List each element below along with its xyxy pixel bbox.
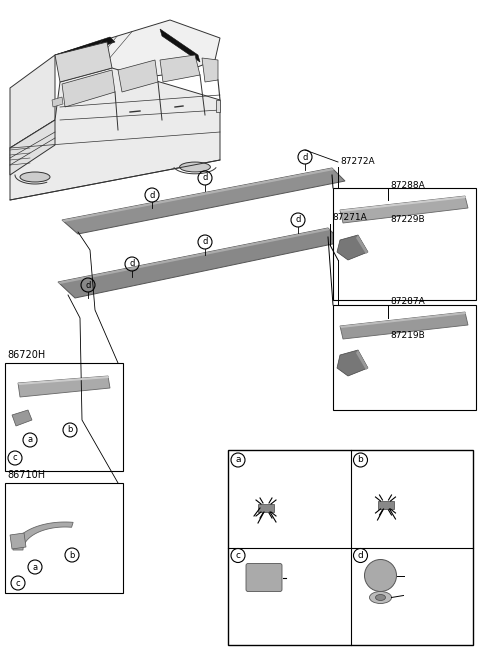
Text: 87219B: 87219B [390, 331, 425, 340]
Text: c: c [12, 453, 17, 462]
Polygon shape [340, 196, 466, 212]
Polygon shape [62, 70, 115, 107]
FancyBboxPatch shape [333, 188, 476, 300]
Polygon shape [58, 228, 342, 298]
Text: a: a [33, 562, 37, 571]
Text: c: c [16, 579, 20, 588]
Polygon shape [202, 58, 218, 82]
Text: d: d [149, 190, 155, 199]
Text: 87218L: 87218L [288, 585, 322, 594]
Text: 87255: 87255 [406, 504, 434, 512]
Polygon shape [340, 312, 468, 339]
Polygon shape [356, 235, 368, 254]
Polygon shape [55, 20, 220, 82]
Polygon shape [18, 376, 109, 385]
Polygon shape [340, 196, 468, 223]
Text: 87272A: 87272A [340, 157, 374, 167]
Text: a: a [235, 455, 241, 464]
Text: d: d [358, 551, 363, 560]
Polygon shape [10, 55, 55, 148]
Text: 87218R: 87218R [288, 598, 323, 607]
Text: 87229B: 87229B [390, 216, 425, 224]
Text: 86710H: 86710H [7, 470, 45, 480]
Text: d: d [295, 216, 300, 224]
Text: b: b [69, 550, 75, 560]
Polygon shape [337, 350, 368, 376]
Polygon shape [160, 55, 200, 82]
Polygon shape [258, 504, 274, 512]
Text: d: d [85, 281, 91, 289]
Text: b: b [67, 426, 72, 434]
Text: 87249: 87249 [406, 491, 434, 499]
Polygon shape [62, 168, 345, 234]
Text: d: d [302, 152, 308, 161]
Polygon shape [18, 376, 110, 397]
Polygon shape [340, 312, 466, 328]
FancyBboxPatch shape [5, 483, 123, 593]
Polygon shape [10, 120, 55, 175]
FancyBboxPatch shape [333, 305, 476, 410]
Polygon shape [160, 29, 200, 62]
Text: c: c [236, 551, 240, 560]
Polygon shape [62, 168, 334, 222]
Text: 87271A: 87271A [332, 213, 367, 222]
Polygon shape [216, 100, 220, 112]
Text: d: d [202, 173, 208, 182]
Polygon shape [55, 37, 115, 61]
Text: 86839: 86839 [406, 573, 434, 582]
Polygon shape [10, 533, 26, 549]
Polygon shape [58, 228, 330, 284]
Polygon shape [10, 68, 220, 200]
Polygon shape [337, 235, 368, 260]
Polygon shape [13, 522, 73, 550]
Text: 87257A: 87257A [256, 455, 294, 465]
Polygon shape [12, 410, 32, 426]
Circle shape [364, 560, 396, 592]
Text: 87288A: 87288A [390, 180, 425, 190]
FancyBboxPatch shape [5, 363, 123, 471]
Polygon shape [55, 42, 112, 82]
FancyBboxPatch shape [228, 450, 473, 645]
Text: 86720H: 86720H [7, 350, 45, 360]
Ellipse shape [375, 594, 385, 600]
Text: a: a [27, 436, 33, 445]
Text: d: d [202, 237, 208, 247]
Text: b: b [358, 455, 363, 464]
Polygon shape [377, 501, 394, 509]
Polygon shape [118, 60, 158, 92]
Polygon shape [356, 350, 368, 370]
FancyBboxPatch shape [246, 564, 282, 592]
Ellipse shape [180, 162, 210, 172]
Text: 1327AC: 1327AC [396, 593, 431, 602]
Ellipse shape [20, 172, 50, 182]
Text: d: d [129, 260, 135, 268]
Ellipse shape [370, 592, 392, 604]
Polygon shape [52, 97, 63, 107]
Text: 87287A: 87287A [390, 298, 425, 306]
